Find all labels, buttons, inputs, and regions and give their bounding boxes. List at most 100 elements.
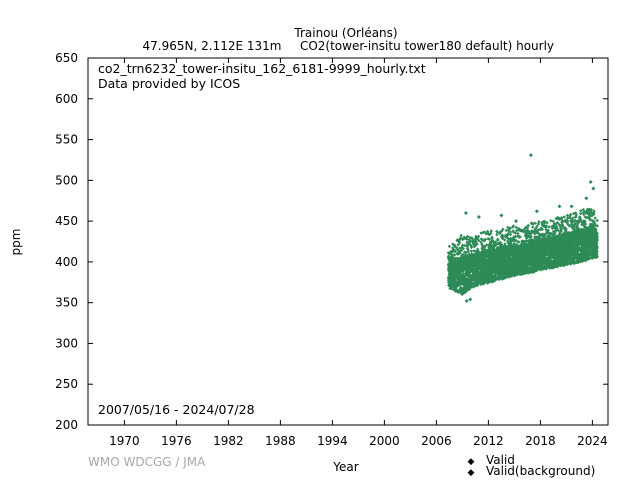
data-point xyxy=(482,230,487,234)
data-point xyxy=(546,234,550,238)
data-point xyxy=(563,218,568,223)
data-point xyxy=(541,258,545,262)
data-point xyxy=(461,246,465,250)
x-axis-label: Year xyxy=(332,460,358,474)
data-point xyxy=(564,258,568,262)
x-tick-label: 1988 xyxy=(265,434,296,448)
data-point xyxy=(582,238,586,242)
data-point xyxy=(512,256,516,260)
data-point xyxy=(513,234,518,239)
data-point xyxy=(535,235,539,239)
data-point xyxy=(541,252,545,256)
data-point xyxy=(512,246,516,250)
data-point xyxy=(595,254,599,259)
data-point xyxy=(579,232,583,236)
data-point xyxy=(547,225,551,229)
data-point xyxy=(504,228,508,233)
data-point xyxy=(545,229,549,233)
data-point xyxy=(466,249,470,253)
data-point xyxy=(586,245,590,249)
data-point xyxy=(590,228,594,233)
data-point xyxy=(526,223,530,228)
data-point xyxy=(529,268,533,272)
data-point xyxy=(495,230,499,234)
y-tick-label: 650 xyxy=(55,51,78,65)
x-tick-label: 1976 xyxy=(161,434,192,448)
y-tick-label: 250 xyxy=(55,377,78,391)
data-point xyxy=(543,257,547,262)
data-point xyxy=(518,265,523,270)
data-point xyxy=(525,226,530,230)
data-point xyxy=(465,237,469,242)
data-point xyxy=(595,218,599,223)
data-point xyxy=(540,263,544,267)
data-point xyxy=(496,238,500,242)
data-point xyxy=(562,231,566,235)
data-point xyxy=(537,234,541,239)
y-tick-label: 400 xyxy=(55,255,78,269)
data-point xyxy=(531,254,535,259)
data-point xyxy=(569,243,573,247)
data-point xyxy=(523,226,527,231)
data-point xyxy=(581,210,585,215)
data-point xyxy=(539,253,543,257)
data-point xyxy=(571,245,575,249)
data-point xyxy=(575,230,579,235)
data-point xyxy=(561,219,565,224)
station-title: Trainou (Orléans) xyxy=(293,26,397,40)
data-point xyxy=(534,226,538,230)
data-point xyxy=(540,227,544,232)
data-point xyxy=(495,233,499,237)
data-point xyxy=(551,230,556,234)
data-point xyxy=(591,244,595,248)
data-point xyxy=(568,216,572,220)
parameter-subtitle: CO2(tower-insitu tower180 default) hourl… xyxy=(300,39,554,53)
data-point xyxy=(533,221,537,225)
data-point xyxy=(508,226,512,230)
legend: ◆ Valid ◆ Valid(background) xyxy=(468,453,596,478)
data-point xyxy=(552,248,557,252)
y-tick-label: 350 xyxy=(55,296,78,310)
data-point xyxy=(553,230,557,234)
data-point xyxy=(519,270,523,274)
data-point xyxy=(454,287,458,291)
data-point xyxy=(510,274,514,278)
data-point xyxy=(525,236,529,240)
data-point xyxy=(469,244,473,248)
data-point xyxy=(464,236,468,240)
data-point xyxy=(591,223,595,227)
provider-annotation: Data provided by ICOS xyxy=(98,76,240,91)
data-point xyxy=(553,232,557,236)
data-point xyxy=(592,211,596,215)
data-point xyxy=(474,234,478,239)
data-point xyxy=(483,237,488,242)
data-point-outlier xyxy=(464,299,469,303)
data-point xyxy=(595,239,599,243)
data-point xyxy=(543,234,547,238)
data-point xyxy=(517,253,521,257)
data-point-outlier xyxy=(528,153,533,158)
data-point xyxy=(535,265,539,269)
data-point xyxy=(578,246,582,250)
data-point xyxy=(450,252,454,257)
data-point xyxy=(593,216,597,220)
data-point xyxy=(511,225,515,229)
data-point xyxy=(461,271,465,276)
data-point xyxy=(566,240,570,244)
x-tick-label: 2018 xyxy=(525,434,556,448)
data-point xyxy=(514,225,518,230)
data-point xyxy=(544,224,548,228)
data-point xyxy=(527,231,531,235)
data-point xyxy=(518,227,522,231)
data-point xyxy=(543,232,547,236)
data-point xyxy=(593,221,597,225)
data-point xyxy=(574,211,578,215)
data-point xyxy=(537,237,541,242)
data-points-layer xyxy=(446,153,599,303)
data-point xyxy=(529,265,533,269)
data-point xyxy=(476,249,480,253)
data-point xyxy=(595,252,599,257)
data-point xyxy=(556,261,561,265)
data-point xyxy=(524,253,528,258)
data-point xyxy=(585,226,589,230)
